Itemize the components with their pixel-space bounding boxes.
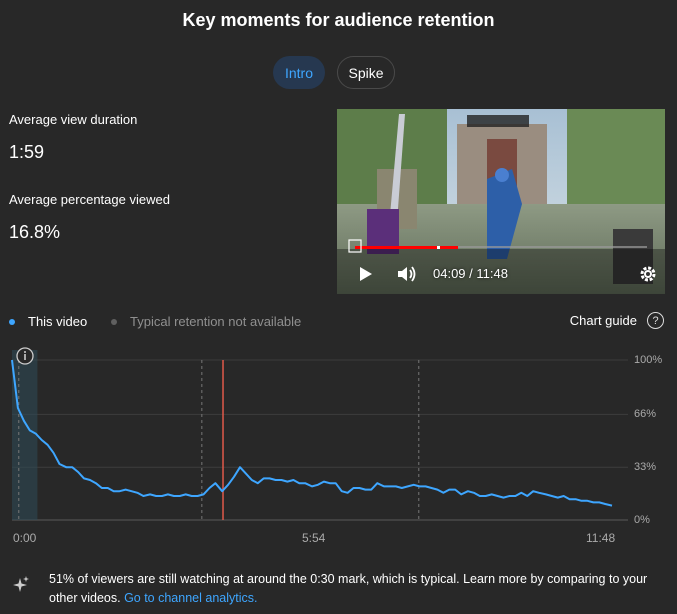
retention-chart [11, 347, 628, 521]
info-icon[interactable] [16, 347, 34, 365]
page-title: Key moments for audience retention [182, 10, 495, 30]
avg-view-duration-label: Average view duration [9, 112, 138, 127]
avg-view-duration-value: 1:59 [9, 142, 45, 162]
legend-dot-typical [111, 318, 117, 325]
insight-message: 51% of viewers are still watching at aro… [49, 570, 659, 608]
legend-typical: Typical retention not available [111, 314, 301, 329]
moment-markers [18, 360, 420, 520]
video-thumbnail-frame [337, 109, 665, 294]
avg-percentage-viewed-value: 16.8% [9, 222, 61, 242]
insight-text: 51% of viewers are still watching at aro… [49, 572, 648, 605]
video-time-display: 04:09 / 11:48 [433, 266, 508, 281]
intro-highlight-segment [12, 350, 38, 520]
chart-guide-button[interactable]: Chart guide ? [570, 312, 664, 329]
y-tick-100: 100% [634, 354, 663, 366]
x-tick-start: 0:00 [13, 531, 37, 545]
chart-gridlines [12, 359, 628, 521]
tab-intro[interactable]: Intro [273, 56, 325, 89]
chart-guide-label: Chart guide [569, 313, 637, 328]
moment-tabs: Intro Spike [273, 56, 395, 89]
help-icon: ? [647, 312, 664, 329]
x-tick-end: 11:48 [586, 531, 616, 545]
x-tick-mid: 5:54 [302, 531, 326, 545]
retention-line-this-video [11, 359, 613, 507]
legend-dot-this-video [9, 318, 15, 325]
channel-analytics-link[interactable]: Go to channel analytics. [124, 591, 258, 605]
tab-spike[interactable]: Spike [337, 56, 395, 89]
legend-label-typical: Typical retention not available [130, 314, 302, 329]
y-tick-0: 0% [634, 514, 650, 526]
sparkle-icon [12, 575, 30, 598]
video-preview-player[interactable]: 04:09 / 11:48 [337, 109, 665, 294]
avg-percentage-viewed-label: Average percentage viewed [9, 192, 170, 207]
legend-this-video: This video [9, 314, 87, 329]
legend-label-this-video: This video [28, 314, 88, 329]
y-tick-66: 66% [634, 408, 657, 420]
y-tick-33: 33% [634, 461, 657, 473]
